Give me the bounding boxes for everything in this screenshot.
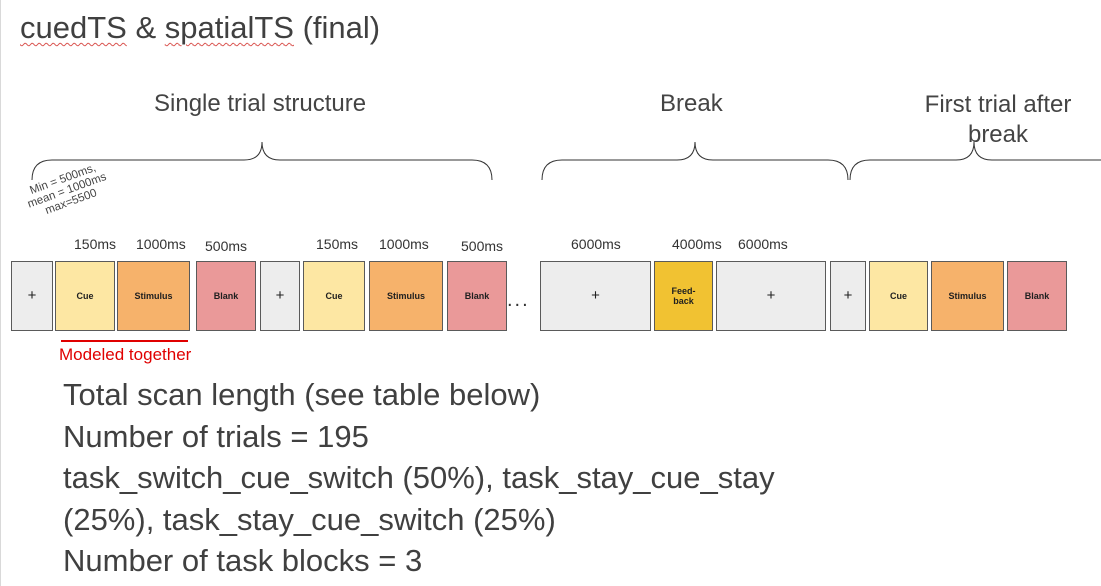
info-line-trial-count: Number of trials = 195 xyxy=(63,418,369,454)
scan-info-text: Total scan length (see table below) Numb… xyxy=(63,374,775,582)
cue-box: Cue xyxy=(303,261,365,331)
cue-box: Cue xyxy=(55,261,115,331)
blank-box: Blank xyxy=(196,261,256,331)
info-line-task-blocks: Number of task blocks = 3 xyxy=(63,543,423,578)
modeled-together-label: Modeled together xyxy=(59,345,192,364)
info-line-scan-length: Total scan length (see table below) xyxy=(63,377,541,412)
title-suffix: (final) xyxy=(293,10,381,45)
brace-first-trial xyxy=(849,141,1101,181)
blank-box: Blank xyxy=(447,261,507,331)
stimulus-box: Stimulus xyxy=(369,261,443,331)
duration-feedback: 4000ms xyxy=(672,236,722,252)
modeled-together-underline xyxy=(61,340,188,342)
duration-stimulus-1: 1000ms xyxy=(136,236,186,252)
feedback-label-line1: Feed- xyxy=(671,285,696,296)
section-first-trial-line1: First trial after xyxy=(924,91,1072,118)
fixation-box: + xyxy=(11,261,53,331)
duration-cue-2: 150ms xyxy=(316,236,359,252)
duration-blank-1: 500ms xyxy=(205,238,248,254)
section-first-trial: First trial after break xyxy=(912,90,1084,150)
feedback-label-line2: back xyxy=(673,296,694,306)
brace-break xyxy=(541,141,849,181)
stimulus-box: Stimulus xyxy=(931,261,1004,331)
feedback-box: Feed- back xyxy=(654,261,713,331)
slide-left-border xyxy=(0,0,1,586)
fixation-box: + xyxy=(260,261,300,331)
slide-title: cuedTS & spatialTS (final) xyxy=(20,10,380,46)
section-single-trial: Single trial structure xyxy=(154,90,367,117)
break-fixation-box: + xyxy=(716,261,826,331)
info-line-conditions-1: task_switch_cue_switch (50%), task_stay_… xyxy=(63,460,775,495)
fixation-box: + xyxy=(830,261,866,331)
stimulus-box: Stimulus xyxy=(117,261,190,331)
cue-box: Cue xyxy=(869,261,928,331)
title-ampersand: & xyxy=(126,10,165,45)
duration-break-fixation-2: 6000ms xyxy=(738,236,788,252)
duration-cue-1: 150ms xyxy=(74,236,117,252)
timeline-ellipsis: ... xyxy=(507,289,530,311)
section-first-trial-line2: break xyxy=(967,121,1029,148)
break-fixation-box: + xyxy=(540,261,651,331)
duration-stimulus-2: 1000ms xyxy=(379,236,429,252)
brace-single-trial xyxy=(31,141,493,181)
blank-box: Blank xyxy=(1007,261,1067,331)
duration-blank-2: 500ms xyxy=(461,238,504,254)
title-spatialts: spatialTS xyxy=(164,10,294,45)
title-cuedts: cuedTS xyxy=(20,10,127,45)
info-line-conditions-2: (25%), task_stay_cue_switch (25%) xyxy=(63,501,556,537)
duration-break-fixation-1: 6000ms xyxy=(571,236,621,252)
section-break: Break xyxy=(660,90,723,117)
